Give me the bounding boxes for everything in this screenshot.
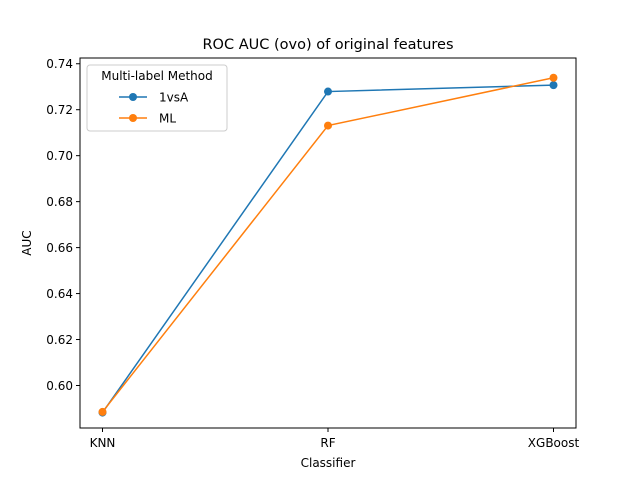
series-group [98, 73, 558, 417]
y-tick-label: 0.60 [46, 379, 73, 393]
x-tick-label: KNN [90, 436, 116, 450]
data-point-1vsa [549, 81, 558, 90]
y-tick-label: 0.64 [46, 287, 73, 301]
legend-label: ML [159, 112, 176, 126]
legend: Multi-label Method 1vsA ML [86, 64, 228, 132]
axis-ticks: KNN RF XGBoost 0.60 0.62 0.64 0.66 0.68 0.70 0.72… [46, 57, 579, 450]
data-point-ml [324, 121, 332, 130]
y-axis-label: AUC [20, 230, 34, 255]
y-tick-label: 0.66 [46, 241, 73, 255]
legend-title: Multi-label Method [101, 69, 213, 83]
data-point-1vsa [324, 87, 332, 96]
chart-title: ROC AUC (ovo) of original features [202, 37, 453, 53]
legend-label: 1vsA [159, 91, 189, 105]
x-axis-label: Classifier [301, 456, 356, 470]
legend-swatch-marker [129, 93, 137, 101]
data-point-ml [98, 407, 107, 416]
x-tick-label: RF [320, 436, 335, 450]
plot-frame [79, 57, 577, 429]
y-tick-label: 0.68 [46, 195, 73, 209]
legend-box [86, 64, 228, 132]
x-tick-label: XGBoost [528, 436, 580, 450]
y-tick-label: 0.74 [46, 57, 73, 71]
data-point-ml [549, 73, 558, 82]
legend-swatch-marker [129, 114, 137, 122]
y-tick-label: 0.62 [46, 333, 73, 347]
y-tick-label: 0.72 [46, 103, 73, 117]
y-tick-label: 0.70 [46, 149, 73, 163]
